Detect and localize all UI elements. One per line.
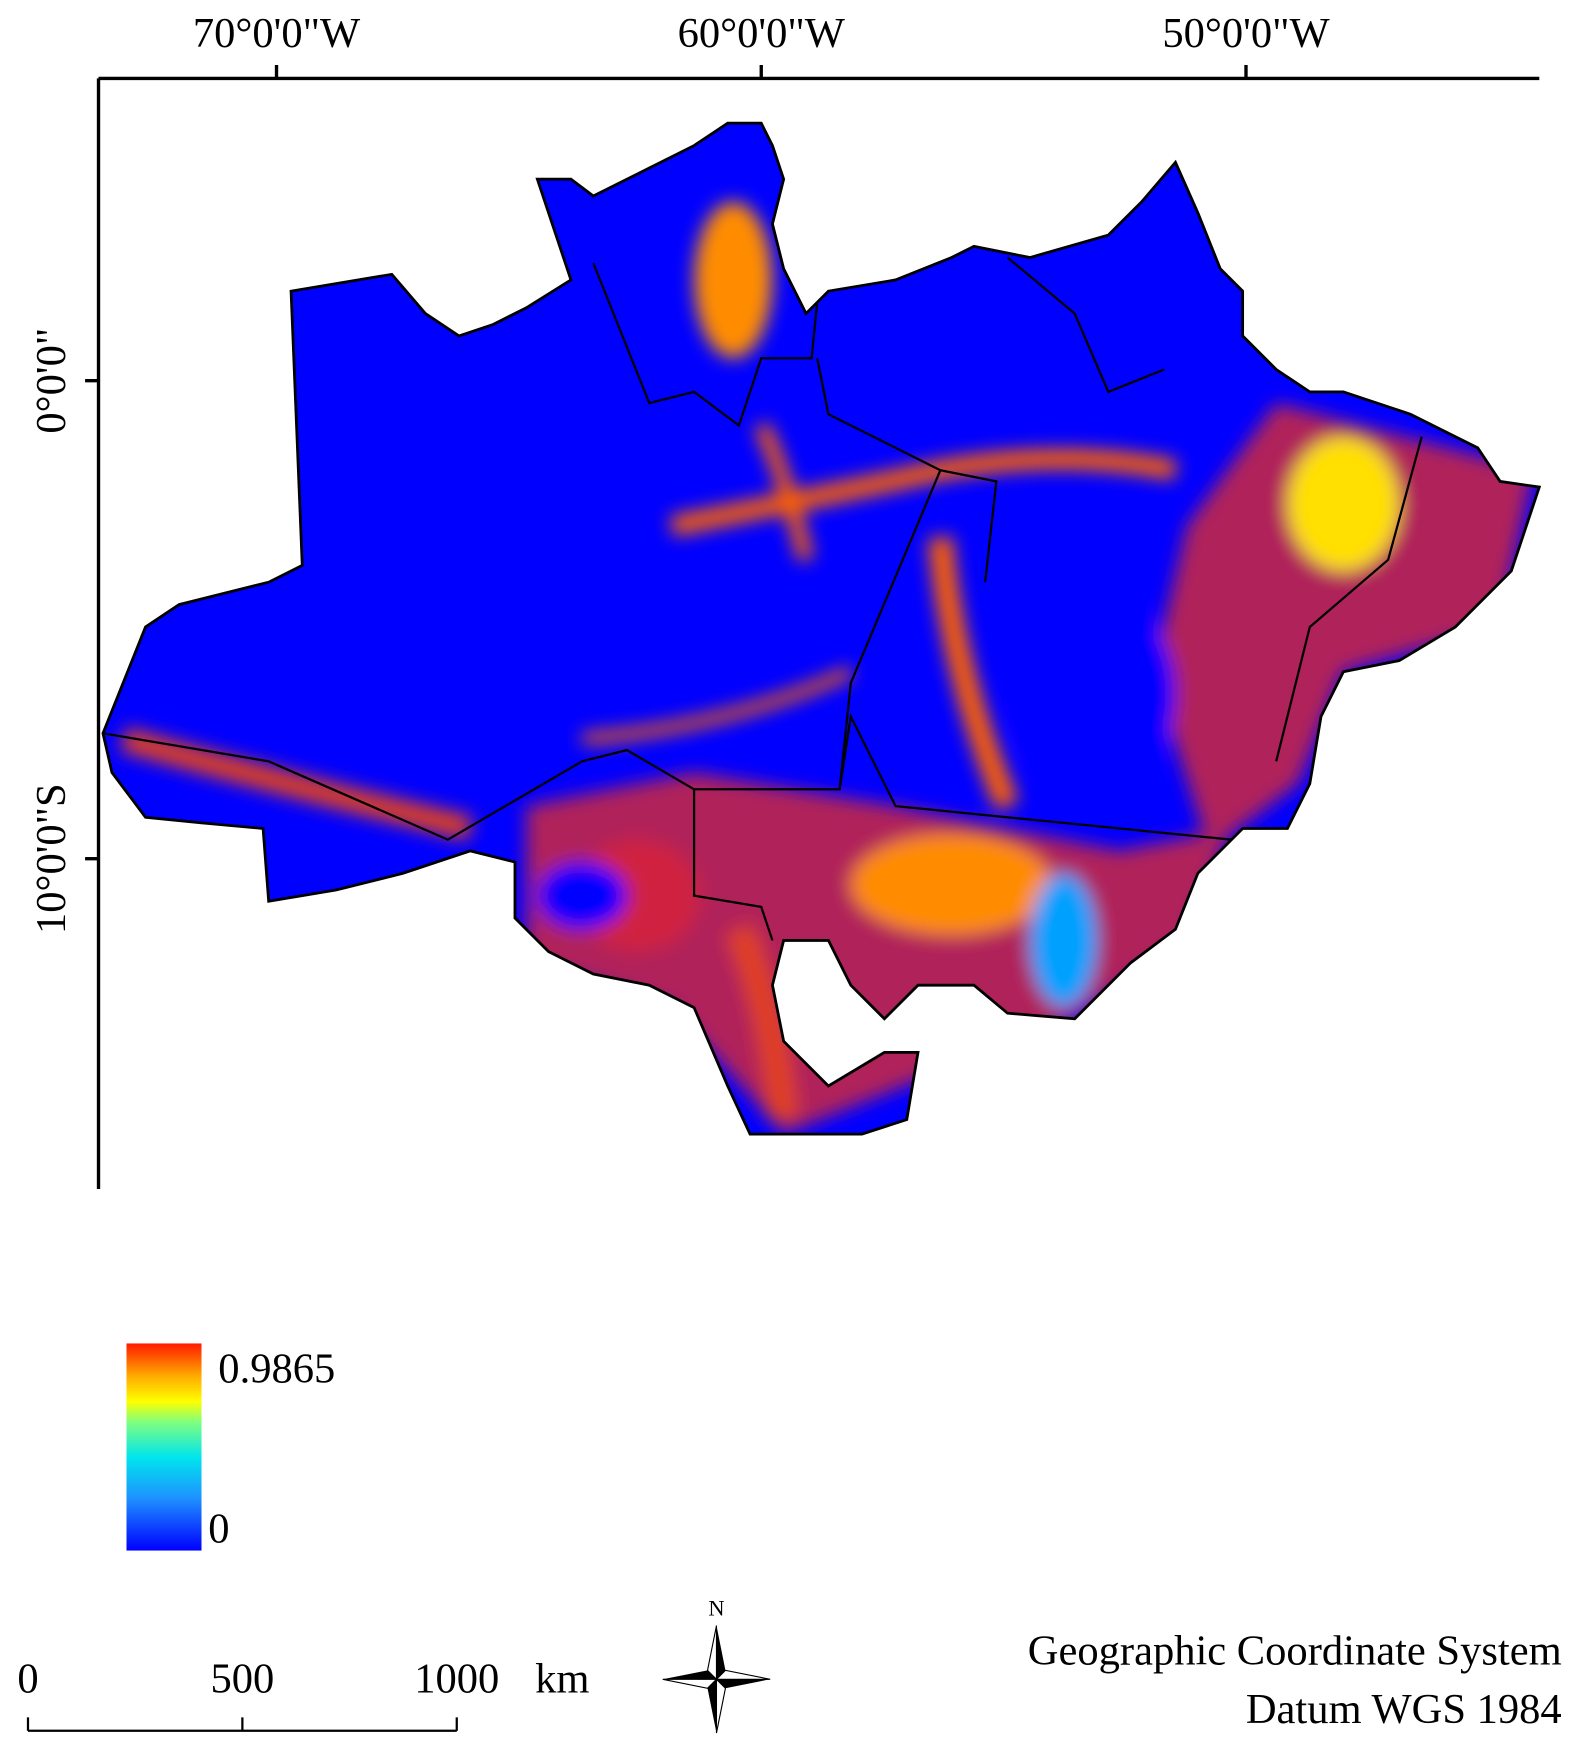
legend-label: 0 <box>208 1506 229 1553</box>
y-tick-label: 10°0'0"S <box>28 783 75 934</box>
crs-line: Geographic Coordinate System <box>1028 1628 1562 1675</box>
x-tick-label: 60°0'0"W <box>678 10 846 57</box>
state-boundaries <box>101 121 1541 1136</box>
scale-label: 500 <box>210 1656 274 1703</box>
y-tick-label: 0°0'0" <box>28 328 75 434</box>
scale-bar: 0 500 1000 km <box>17 1656 589 1732</box>
scale-label: 0 <box>17 1656 38 1703</box>
color-ramp <box>126 1343 202 1551</box>
hotspots <box>119 201 1534 1135</box>
raster <box>101 121 1541 1136</box>
north-arrow: N <box>662 1595 771 1734</box>
x-tick-label: 70°0'0"W <box>193 10 361 57</box>
map-frame <box>96 76 1540 1189</box>
legend-label: 0.9865 <box>218 1346 335 1393</box>
scale-unit: km <box>535 1656 589 1703</box>
x-tick-label: 50°0'0"W <box>1162 10 1330 57</box>
legend: 0.9865 0 <box>208 1346 335 1553</box>
crs-line: Datum WGS 1984 <box>1246 1686 1562 1733</box>
graticule-ticks: 70°0'0"W 60°0'0"W 50°0'0"W 0°0'0" 10°0'0"S <box>28 10 1331 934</box>
north-label: N <box>708 1595 724 1620</box>
scale-label: 1000 <box>414 1656 499 1703</box>
